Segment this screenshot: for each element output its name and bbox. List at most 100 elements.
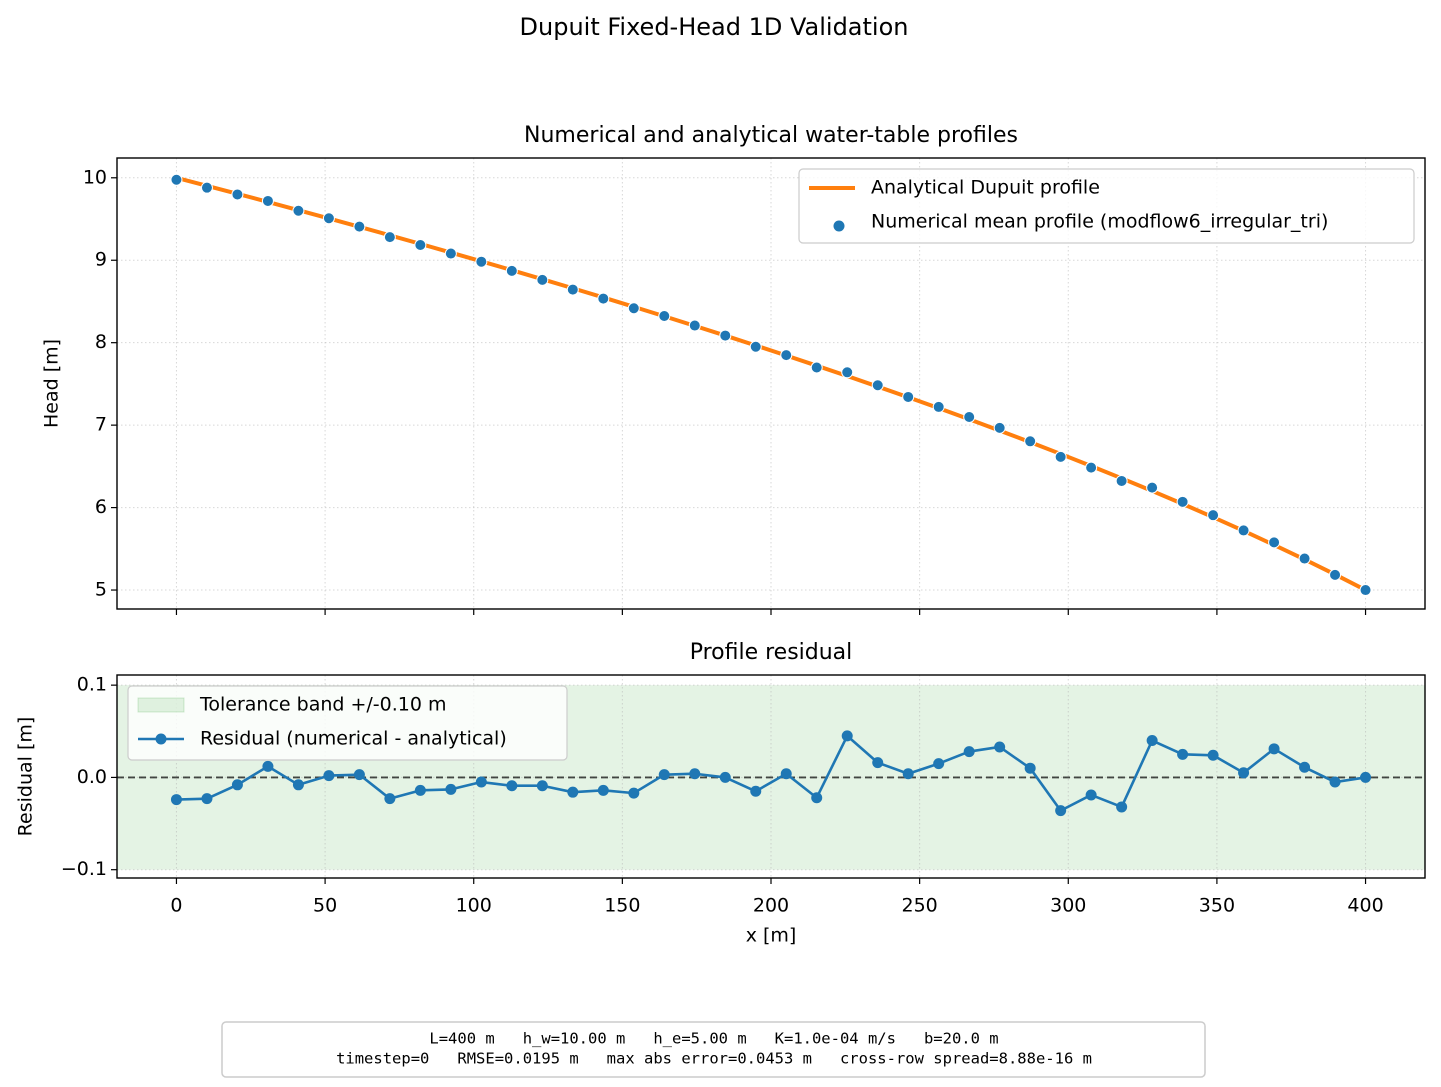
y-axis-label: Head [m] <box>41 339 63 428</box>
point <box>841 730 853 742</box>
point <box>475 776 487 788</box>
point <box>262 760 274 772</box>
point <box>872 757 884 769</box>
point <box>445 783 457 795</box>
point <box>475 255 488 268</box>
point <box>841 366 854 379</box>
y-tick-label: 0.0 <box>77 766 107 788</box>
point <box>292 779 304 791</box>
point <box>749 340 762 353</box>
legend-box <box>127 685 568 761</box>
legend-swatch <box>833 220 845 232</box>
point <box>567 786 579 798</box>
point <box>1146 481 1159 494</box>
plot-area <box>117 675 1425 878</box>
point <box>292 204 305 217</box>
point <box>871 379 884 392</box>
legend-swatch <box>137 697 185 713</box>
footer-line: L=400 m h_w=10.00 m h_e=5.00 m K=1.0e-04… <box>429 1030 998 1048</box>
point <box>1359 584 1372 597</box>
point <box>1238 767 1250 779</box>
point <box>1085 789 1097 801</box>
point <box>505 264 518 277</box>
point <box>1054 450 1067 463</box>
point <box>384 793 396 805</box>
point <box>1176 495 1189 508</box>
point <box>719 771 731 783</box>
point <box>201 793 213 805</box>
point <box>261 194 274 207</box>
y-tick-label: 6 <box>95 496 107 518</box>
point <box>932 400 945 413</box>
figure-title: Dupuit Fixed-Head 1D Validation <box>520 13 909 41</box>
point <box>1177 748 1189 760</box>
point <box>1024 762 1036 774</box>
x-tick-label: 150 <box>604 895 640 917</box>
point <box>506 780 518 792</box>
point <box>1085 461 1098 474</box>
plot-area <box>117 158 1425 609</box>
point <box>689 768 701 780</box>
point <box>1024 435 1037 448</box>
legend-label: Tolerance band +/-0.10 m <box>199 694 447 716</box>
point <box>353 769 365 781</box>
point <box>780 349 793 362</box>
x-tick-label: 50 <box>313 895 337 917</box>
point <box>719 329 732 342</box>
y-tick-label: 5 <box>95 579 107 601</box>
point <box>170 173 183 186</box>
point <box>231 188 244 201</box>
x-tick-label: 200 <box>753 895 789 917</box>
point <box>902 390 915 403</box>
point <box>627 302 640 315</box>
point <box>750 785 762 797</box>
point <box>658 309 671 322</box>
point <box>1146 735 1158 747</box>
point <box>597 784 609 796</box>
point <box>963 410 976 423</box>
series-line <box>175 175 1367 592</box>
axes-title: Numerical and analytical water-table pro… <box>524 123 1018 148</box>
legend-box <box>798 168 1415 244</box>
y-tick-label: 9 <box>95 249 107 271</box>
point <box>1299 761 1311 773</box>
point <box>811 792 823 804</box>
point <box>1360 771 1372 783</box>
point <box>933 758 945 770</box>
legend-label: Residual (numerical - analytical) <box>200 728 507 750</box>
y-axis-label: Residual [m] <box>15 717 37 837</box>
point <box>200 181 213 194</box>
point <box>444 247 457 260</box>
point <box>1237 524 1250 537</box>
point <box>414 784 426 796</box>
y-tick-label: −0.1 <box>61 858 107 880</box>
point <box>1207 749 1219 761</box>
y-tick-label: 10 <box>83 166 107 188</box>
footer-box <box>221 1021 1206 1078</box>
footer-line: timestep=0 RMSE=0.0195 m max abs error=0… <box>336 1050 1092 1068</box>
point <box>231 779 243 791</box>
point <box>536 273 549 286</box>
point <box>628 787 640 799</box>
point <box>566 283 579 296</box>
x-axis-label: x [m] <box>746 925 797 947</box>
point <box>902 768 914 780</box>
point <box>1116 801 1128 813</box>
point <box>1298 552 1311 565</box>
x-tick-label: 350 <box>1199 895 1235 917</box>
legend-label: Analytical Dupuit profile <box>871 177 1100 199</box>
axes-frame <box>116 674 1426 879</box>
legend-label: Numerical mean profile (modflow6_irregul… <box>871 211 1328 233</box>
point <box>1268 743 1280 755</box>
point <box>1207 509 1220 522</box>
point <box>963 746 975 758</box>
axes-title: Profile residual <box>690 640 853 665</box>
x-tick-label: 400 <box>1347 895 1383 917</box>
x-tick-label: 300 <box>1050 895 1086 917</box>
y-tick-label: 0.1 <box>77 674 107 696</box>
point <box>1329 776 1341 788</box>
x-tick-label: 0 <box>170 895 182 917</box>
legend-swatch <box>155 733 167 745</box>
point <box>597 292 610 305</box>
